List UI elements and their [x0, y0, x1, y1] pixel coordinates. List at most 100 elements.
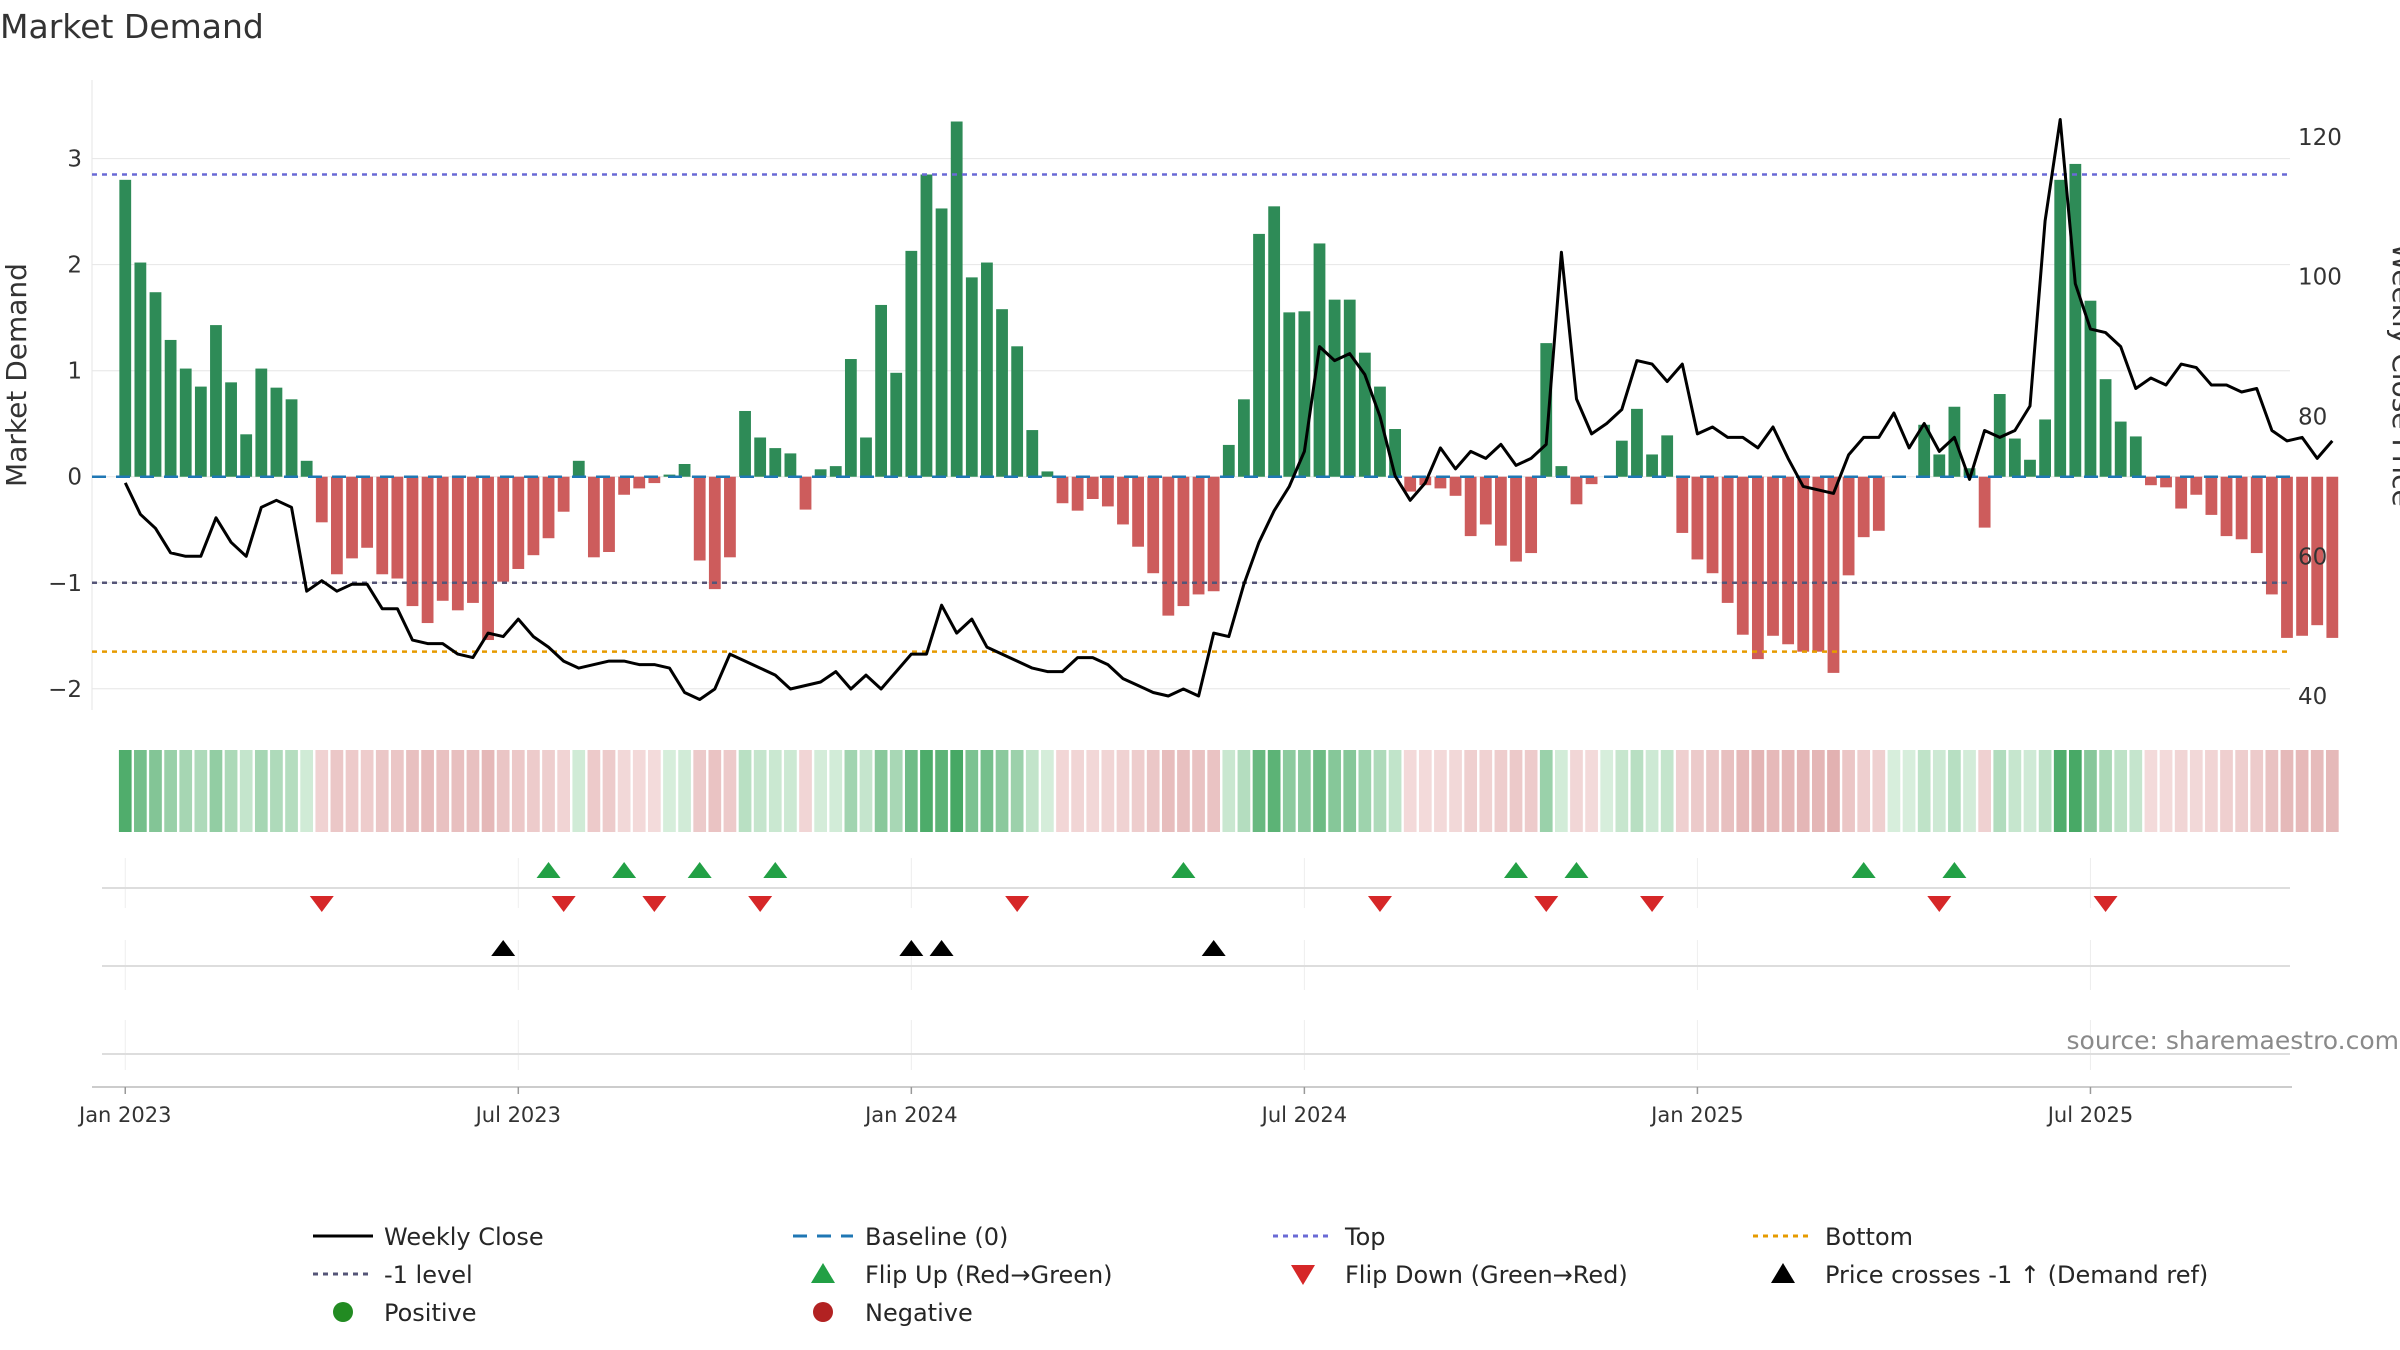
heat-strip-cell — [1041, 750, 1054, 832]
positive-demand-bar — [1918, 424, 1931, 477]
positive-demand-bar — [814, 469, 827, 477]
legend-item-positive: Positive — [333, 1299, 477, 1327]
negative-demand-bar — [421, 476, 434, 624]
positive-demand-bar — [270, 387, 283, 477]
positive-demand-bar — [965, 277, 978, 477]
positive-demand-bar — [300, 460, 313, 477]
heat-strip-cell — [648, 750, 661, 832]
flip-up-marker — [1942, 862, 1967, 878]
heat-strip-cell — [1418, 750, 1432, 832]
negative-demand-bar — [376, 476, 389, 575]
flip-down-icon — [1291, 1265, 1315, 1285]
negative-demand-bar — [346, 476, 358, 559]
negative-demand-bar — [1797, 476, 1810, 652]
heat-strip-cell — [1751, 750, 1765, 832]
heat-strip-cell — [1161, 750, 1175, 832]
negative-demand-bar — [557, 476, 570, 512]
heat-strip-cell — [1449, 750, 1462, 832]
negative-demand-bar — [1706, 476, 1719, 574]
negative-demand-bar — [1464, 476, 1477, 537]
heat-strip-cell — [1207, 750, 1221, 832]
positive-demand-bar — [2084, 300, 2097, 477]
y-tick-label: 1 — [67, 359, 82, 385]
y2-tick-label: 100 — [2298, 265, 2342, 291]
heat-strip-cell — [2189, 750, 2203, 832]
heat-strip-cell — [1721, 750, 1734, 832]
positive-demand-bar — [1253, 233, 1265, 477]
heat-strip-cell — [1827, 750, 1840, 832]
heat-strip-cell — [134, 750, 147, 832]
positive-demand-bar — [935, 208, 948, 477]
heat-strip-cell — [950, 750, 964, 832]
price-cross-marker — [1201, 940, 1226, 956]
y2-tick-label: 120 — [2298, 125, 2342, 151]
heat-strip-cell — [2205, 750, 2218, 832]
flip-down-marker — [1367, 896, 1392, 912]
negative-demand-bar — [1872, 476, 1885, 531]
chart-title: Market Demand — [0, 7, 264, 46]
negative-demand-bar — [2265, 476, 2278, 595]
heat-strip-cell — [1403, 750, 1417, 832]
positive-demand-bar — [1963, 468, 1976, 477]
heat-strip-cell — [1630, 750, 1644, 832]
heat-strip-cell — [632, 750, 646, 832]
positive-demand-bar — [134, 262, 147, 477]
legend-label: Flip Down (Green→Red) — [1345, 1261, 1628, 1289]
positive-demand-bar — [678, 464, 691, 477]
heat-strip-cell — [511, 750, 525, 832]
legend-label: Flip Up (Red→Green) — [865, 1261, 1113, 1289]
negative-demand-bar — [1071, 476, 1084, 511]
flip-down-marker — [1534, 896, 1559, 912]
heat-strip-cell — [2084, 750, 2097, 832]
heat-strip-cell — [1434, 750, 1447, 832]
heat-strip-cell — [1282, 750, 1296, 832]
source-label: source: sharemaestro.com — [2067, 1026, 2400, 1055]
demand-heat-strip — [118, 750, 2339, 832]
negative-demand-bar — [2205, 476, 2218, 515]
heat-strip-cell — [1857, 750, 1871, 832]
heat-strip-cell — [1267, 750, 1281, 832]
heat-strip-cell — [889, 750, 903, 832]
flip-up-marker — [612, 862, 637, 878]
negative-demand-bar — [1207, 476, 1220, 592]
positive-demand-bar — [1238, 399, 1250, 477]
negative-demand-bar — [2311, 476, 2324, 626]
negative-demand-bar — [1842, 476, 1855, 576]
negative-demand-bar — [512, 476, 525, 569]
positive-demand-bar — [1540, 343, 1553, 477]
heat-strip-cell — [436, 750, 450, 832]
price-cross-marker — [491, 940, 516, 956]
heat-strip-cell — [527, 750, 540, 832]
heat-strip-cell — [572, 750, 586, 832]
positive-demand-bar — [2008, 438, 2021, 477]
heat-strip-cell — [149, 750, 162, 832]
y-tick-label: −1 — [48, 571, 82, 597]
negative-demand-bar — [618, 476, 631, 495]
heat-strip-cell — [2325, 750, 2339, 832]
negative-demand-bar — [2250, 476, 2263, 554]
positive-demand-bar — [1041, 471, 1054, 477]
heat-strip-cell — [118, 750, 132, 832]
heat-strip-cell — [904, 750, 918, 832]
positive-demand-bar — [1993, 394, 2006, 477]
heat-strip-cell — [814, 750, 827, 832]
flip-up-marker — [763, 862, 788, 878]
y-tick-label: 3 — [67, 147, 82, 173]
positive-demand-bar — [119, 179, 132, 477]
heat-strip-cell — [1313, 750, 1326, 832]
heat-strip-cell — [2250, 750, 2264, 832]
heat-strip-cell — [1010, 750, 1024, 832]
positive-demand-bar — [1646, 454, 1658, 477]
heat-strip-cell — [1298, 750, 1311, 832]
negative-demand-bar — [1449, 476, 1462, 496]
heat-strip-cell — [451, 750, 465, 832]
heat-strip-cell — [330, 750, 344, 832]
negative-dot-icon — [813, 1302, 833, 1322]
heat-strip-cell — [406, 750, 419, 832]
heat-strip-cell — [285, 750, 298, 832]
y-axis-ticks: −2 −1 0 1 2 3 — [48, 147, 82, 703]
empty-panel — [102, 1020, 2290, 1070]
heat-strip-cell — [617, 750, 631, 832]
heat-strip-cell — [1736, 750, 1750, 832]
flip-down-marker — [748, 896, 773, 912]
